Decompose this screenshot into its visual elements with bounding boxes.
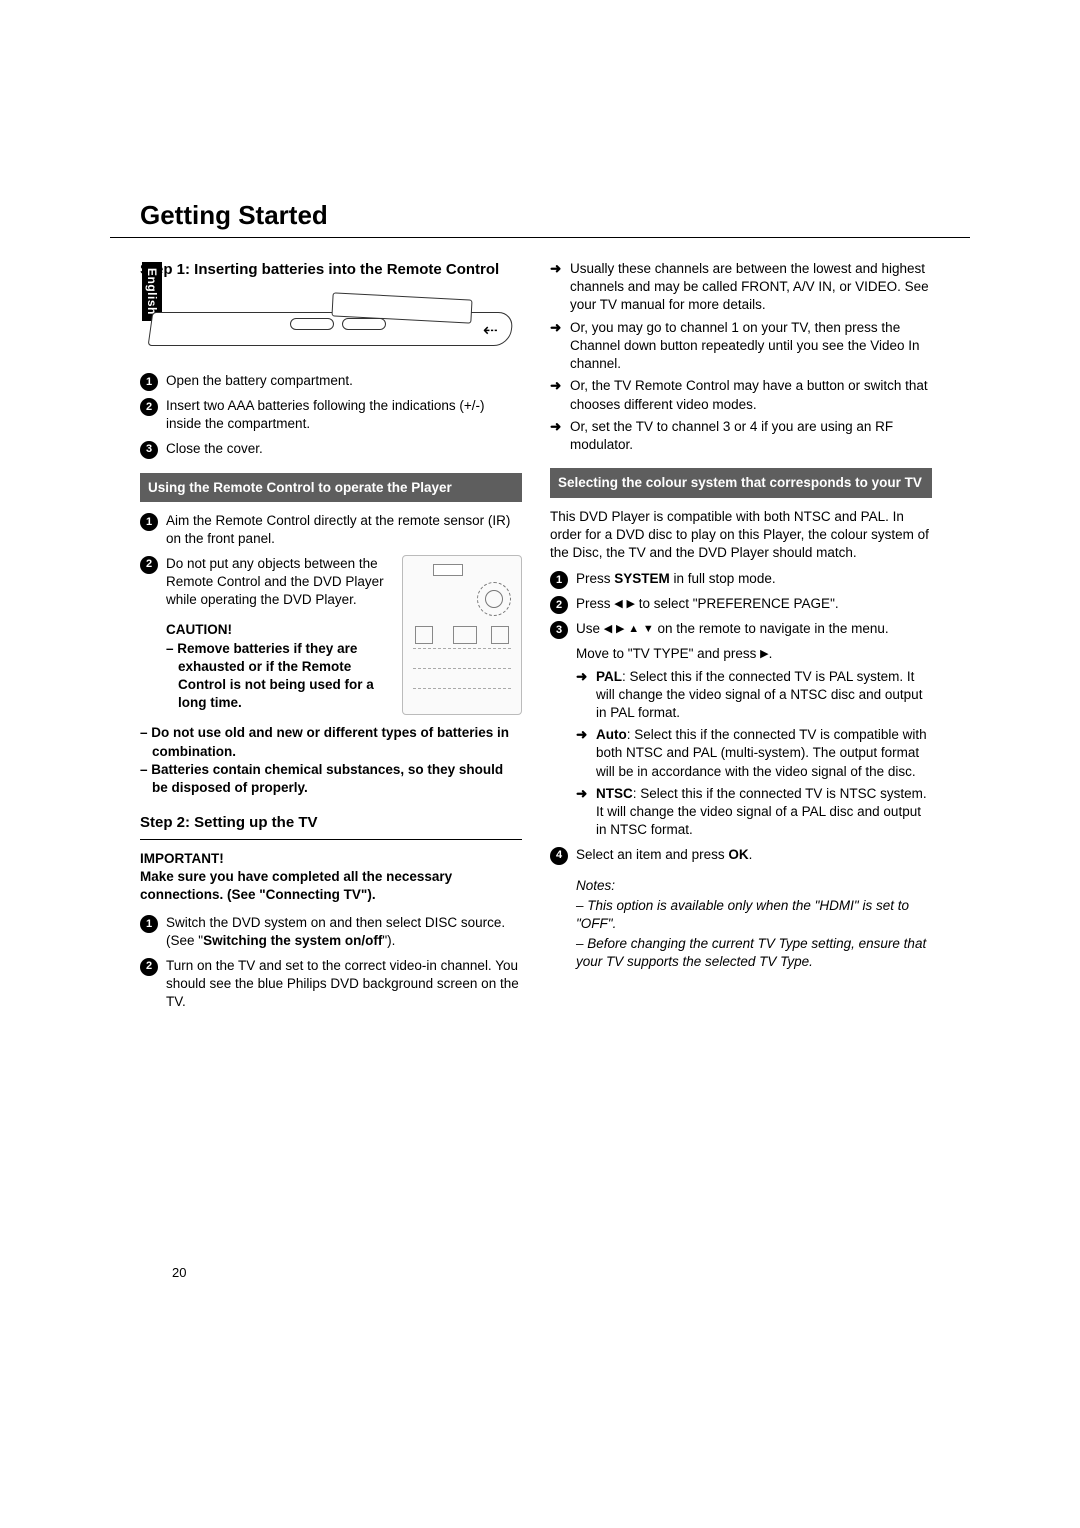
- right-triangle-icon: ▶: [616, 623, 624, 635]
- ntsc-text: : Select this if the connected TV is NTS…: [596, 786, 927, 837]
- caution-title: CAUTION!: [166, 621, 394, 639]
- tip-4-text: Or, set the TV to channel 3 or 4 if you …: [570, 418, 932, 454]
- title-rule: [110, 237, 970, 238]
- tip-1-text: Usually these channels are between the l…: [570, 260, 932, 315]
- left-triangle-icon: ◀: [614, 598, 622, 610]
- colour-step-2: 2 Press ◀ ▶ to select "PREFERENCE PAGE".: [550, 595, 932, 614]
- step1-item-1: 1 Open the battery compartment.: [140, 372, 522, 391]
- callout-colour-system: Selecting the colour system that corresp…: [550, 468, 932, 498]
- number-bullet-icon: 3: [140, 441, 158, 459]
- s2-2-text: Turn on the TV and set to the correct vi…: [166, 957, 522, 1012]
- number-bullet-icon: 2: [140, 556, 158, 574]
- number-bullet-icon: 1: [140, 513, 158, 531]
- pal-option: ➜ PAL: Select this if the connected TV is…: [576, 668, 932, 723]
- remote-item-1: 1 Aim the Remote Control directly at the…: [140, 512, 522, 548]
- n4-pre: Select an item and press: [576, 847, 728, 862]
- manual-page: English Getting Started Step 1: Insertin…: [0, 0, 1080, 1528]
- notes-title: Notes:: [576, 877, 932, 895]
- step1-heading: Step 1: Inserting batteries into the Rem…: [192, 260, 522, 280]
- remote-item-1-text: Aim the Remote Control directly at the r…: [166, 512, 522, 548]
- s2-1-bold: Switching the system on/off: [203, 933, 382, 948]
- number-bullet-icon: 1: [140, 373, 158, 391]
- move-post: .: [769, 646, 773, 661]
- arrow-icon: ➜: [576, 668, 592, 686]
- colour-step-1: 1 Press SYSTEM in full stop mode.: [550, 570, 932, 589]
- page-number: 20: [172, 1265, 186, 1280]
- step2-item-2: 2 Turn on the TV and set to the correct …: [140, 957, 522, 1012]
- number-bullet-icon: 1: [550, 571, 568, 589]
- notes-line-1: – This option is available only when the…: [576, 897, 932, 933]
- tip-3-text: Or, the TV Remote Control may have a but…: [570, 377, 932, 413]
- arrow-icon: ➜: [576, 785, 592, 803]
- pal-label: PAL: [596, 669, 622, 684]
- caution-line-1: – Remove batteries if they are exhausted…: [178, 640, 394, 713]
- left-column: Step 1: Inserting batteries into the Rem…: [140, 256, 522, 1017]
- n1-bold: SYSTEM: [614, 571, 670, 586]
- n3-post: on the remote to navigate in the menu.: [654, 621, 889, 636]
- number-bullet-icon: 2: [140, 958, 158, 976]
- content-columns: Step 1: Inserting batteries into the Rem…: [140, 256, 970, 1017]
- remote-item-2-text: Do not put any objects between the Remot…: [166, 555, 394, 610]
- number-bullet-icon: 2: [550, 596, 568, 614]
- right-column: ➜Usually these channels are between the …: [550, 256, 932, 1017]
- n1-post: in full stop mode.: [670, 571, 776, 586]
- auto-text: : Select this if the connected TV is com…: [596, 727, 927, 778]
- ntsc-label: NTSC: [596, 786, 633, 801]
- remote-item-2: 2 Do not put any objects between the Rem…: [140, 555, 522, 719]
- tip-2: ➜Or, you may go to channel 1 on your TV,…: [550, 319, 932, 374]
- number-bullet-icon: 2: [140, 398, 158, 416]
- step1-item-3-text: Close the cover.: [166, 440, 522, 458]
- left-triangle-icon: ◀: [604, 623, 612, 635]
- step1-item-2-text: Insert two AAA batteries following the i…: [166, 397, 522, 433]
- arrow-icon: ➜: [550, 260, 566, 278]
- step1-item-1-text: Open the battery compartment.: [166, 372, 522, 390]
- arrow-icon: ➜: [550, 319, 566, 337]
- tip-4: ➜Or, set the TV to channel 3 or 4 if you…: [550, 418, 932, 454]
- battery-figure: ⇠: [140, 290, 522, 360]
- caution-line-3: – Batteries contain chemical substances,…: [152, 761, 522, 797]
- tip-3: ➜Or, the TV Remote Control may have a bu…: [550, 377, 932, 413]
- tv-type-block: Move to "TV TYPE" and press ▶. ➜PAL: Sel…: [576, 645, 932, 839]
- move-pre: Move to "TV TYPE" and press: [576, 646, 760, 661]
- number-bullet-icon: 4: [550, 847, 568, 865]
- caution-line-2: – Do not use old and new or different ty…: [152, 724, 522, 760]
- colour-intro: This DVD Player is compatible with both …: [550, 508, 932, 563]
- colour-step-3: 3 Use ◀ ▶ ▲ ▼ on the remote to navigate …: [550, 620, 932, 639]
- auto-label: Auto: [596, 727, 627, 742]
- n2-post: to select "PREFERENCE PAGE".: [635, 596, 839, 611]
- important-body: Make sure you have completed all the nec…: [140, 868, 522, 904]
- colour-step-4: 4 Select an item and press OK.: [550, 846, 932, 865]
- notes-line-2: – Before changing the current TV Type se…: [576, 935, 932, 971]
- callout-using-remote: Using the Remote Control to operate the …: [140, 473, 522, 503]
- n4-post: .: [749, 847, 753, 862]
- down-triangle-icon: ▼: [643, 623, 654, 635]
- n4-bold: OK: [728, 847, 748, 862]
- right-triangle-icon: ▶: [627, 598, 635, 610]
- number-bullet-icon: 3: [550, 621, 568, 639]
- s2-1-post: ").: [382, 933, 395, 948]
- tip-2-text: Or, you may go to channel 1 on your TV, …: [570, 319, 932, 374]
- step2-item-1: 1 Switch the DVD system on and then sele…: [140, 914, 522, 950]
- step1-item-3: 3 Close the cover.: [140, 440, 522, 459]
- up-triangle-icon: ▲: [628, 623, 639, 635]
- right-triangle-icon: ▶: [760, 648, 768, 660]
- tip-1: ➜Usually these channels are between the …: [550, 260, 932, 315]
- arrow-icon: ➜: [550, 418, 566, 436]
- step1-item-2: 2 Insert two AAA batteries following the…: [140, 397, 522, 433]
- n3-pre: Use: [576, 621, 604, 636]
- remote-control-figure: [402, 555, 522, 715]
- auto-option: ➜ Auto: Select this if the connected TV i…: [576, 726, 932, 781]
- number-bullet-icon: 1: [140, 915, 158, 933]
- arrow-icon: ➜: [576, 726, 592, 744]
- step2-heading: Step 2: Setting up the TV: [140, 813, 522, 839]
- ntsc-option: ➜ NTSC: Select this if the connected TV i…: [576, 785, 932, 840]
- n2-pre: Press: [576, 596, 614, 611]
- arrow-icon: ➜: [550, 377, 566, 395]
- pal-text: : Select this if the connected TV is PAL…: [596, 669, 922, 720]
- notes-block: Notes: – This option is available only w…: [576, 877, 932, 972]
- n1-pre: Press: [576, 571, 614, 586]
- page-title: Getting Started: [140, 200, 970, 231]
- important-title: IMPORTANT!: [140, 850, 522, 868]
